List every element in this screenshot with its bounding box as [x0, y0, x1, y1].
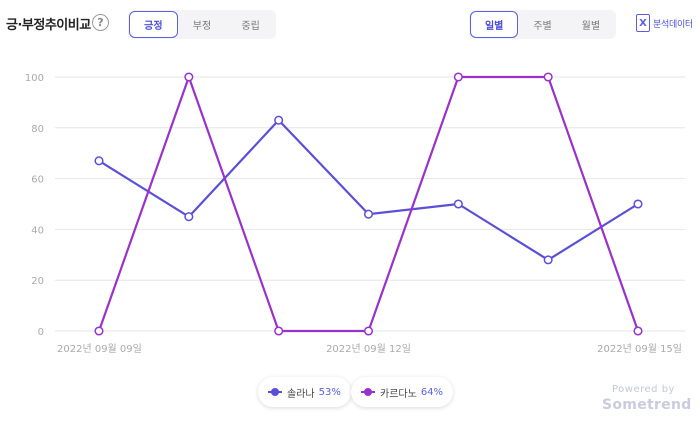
x-tick-label: 2022년 09월 12일 [326, 343, 411, 355]
x-tick-label: 2022년 09월 09일 [57, 343, 142, 355]
series-line-2 [97, 75, 640, 333]
legend-percent-cardano: 64% [420, 386, 444, 398]
data-point-series-1 [184, 212, 194, 222]
period-tabs: 일별 주별 월별 [469, 10, 616, 39]
y-tick-label: 40 [31, 225, 44, 236]
data-point-series-1 [543, 255, 553, 265]
data-point-series-2 [543, 72, 553, 82]
legend-label-cardano: 카르다노 [380, 388, 417, 400]
help-icon[interactable]: ? [92, 14, 109, 31]
data-point-series-1 [274, 115, 284, 125]
tab-weekly[interactable]: 주별 [533, 21, 552, 32]
data-point-series-2 [94, 326, 104, 336]
excel-icon: X [636, 14, 650, 32]
data-point-series-2 [363, 326, 374, 336]
data-point-series-2 [184, 72, 194, 82]
header: 긍·부정추이비교 ? 긍정 부정 중립 일별 주별 월별 X 분석데이터 [0, 0, 700, 48]
brand-logo-text: Sometrend [602, 397, 692, 413]
legend-marker-cardano [361, 388, 375, 396]
tab-neutral[interactable]: 중립 [241, 21, 260, 32]
legend-item-cardano[interactable]: 카르다노 64% [351, 377, 454, 407]
y-tick-label: 80 [31, 124, 44, 135]
legend-item-solana[interactable]: 솔라나 53% [258, 377, 351, 407]
data-point-series-2 [453, 72, 463, 82]
legend-marker-solana [268, 388, 282, 396]
tab-positive[interactable]: 긍정 [129, 11, 178, 38]
sentiment-tabs: 긍정 부정 중립 [128, 10, 276, 39]
tab-daily[interactable]: 일별 [470, 11, 519, 38]
series-line-1 [98, 119, 639, 261]
tab-monthly[interactable]: 월별 [581, 21, 601, 32]
y-tick-label: 100 [25, 73, 44, 84]
legend-percent-solana: 53% [318, 386, 341, 398]
page-title: 긍·부정추이비교 [6, 18, 91, 33]
data-point-series-2 [274, 326, 284, 336]
data-point-series-1 [453, 199, 463, 209]
data-point-series-2 [633, 326, 643, 336]
y-tick-label: 20 [31, 276, 44, 287]
y-tick-label: 60 [31, 175, 44, 186]
export-data-label: 분석데이터 [653, 19, 693, 30]
y-tick-label: 0 [38, 327, 44, 338]
data-point-series-1 [363, 209, 374, 219]
tab-negative[interactable]: 부정 [192, 21, 212, 32]
data-point-series-1 [633, 199, 643, 209]
line-chart: 0 20 40 60 80 100 2022년 09월 09일 2022년 09월 12일 20… [25, 72, 685, 355]
data-point-series-1 [94, 156, 104, 166]
legend-label-solana: 솔라나 [287, 388, 315, 400]
export-data-button[interactable]: X 분석데이터 [636, 14, 693, 32]
x-tick-label: 2022년 09월 15일 [597, 343, 682, 355]
powered-by-text: Powered by [612, 384, 675, 395]
